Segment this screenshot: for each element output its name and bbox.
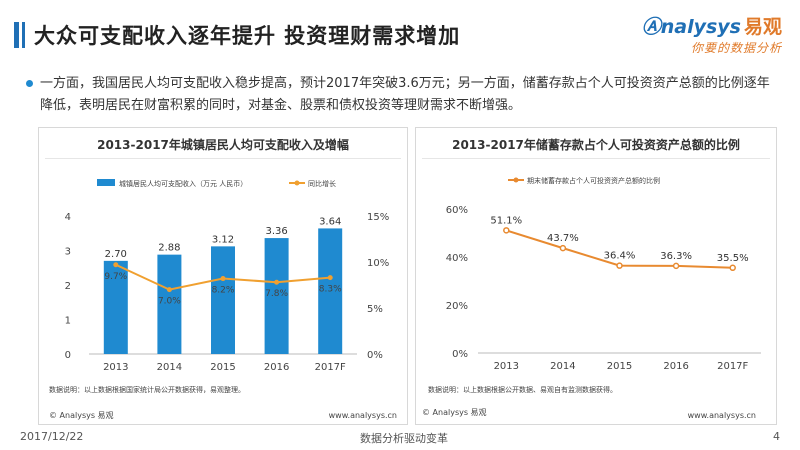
y-left-tick-label: 3: [65, 247, 71, 258]
savings-chart: 期末储蓄存款占个人可投资资产总额的比例 0% 20% 40% 60% 51.1% 2013 4…: [446, 176, 761, 372]
income-chart-copyright: © Analysys 易观: [49, 411, 114, 420]
y-right-tick-label: 5%: [367, 304, 383, 315]
income-chart-footnote: 数据说明：以上数据根据国家统计局公开数据获得，易观整理。: [49, 386, 245, 394]
y-right-tick-label: 15%: [367, 212, 389, 223]
page-title: 大众可支配收入逐年提升 投资理财需求增加: [34, 24, 461, 48]
growth-point: [113, 262, 119, 268]
growth-label: 7.8%: [265, 289, 288, 299]
income-bar-label: 3.64: [319, 216, 341, 227]
x-tick-label: 2016: [264, 362, 289, 373]
income-bar: [157, 254, 182, 354]
x-tick-label: 2014: [550, 361, 575, 372]
growth-label: 7.0%: [158, 297, 181, 307]
income-bar: [103, 260, 128, 354]
savings-line: [506, 229, 733, 269]
y-tick-label: 0%: [452, 349, 468, 360]
savings-point: [672, 262, 680, 270]
summary-paragraph: 一方面，我国居民人均可支配收入稳步提高，预计2017年突破3.6万元；另一方面，…: [40, 76, 770, 113]
y-tick-label: 60%: [446, 205, 468, 216]
legend-line-label: 同比增长: [308, 179, 336, 188]
savings-point: [503, 227, 510, 234]
legend-line-marker: [513, 177, 519, 183]
savings-label: 36.4%: [604, 251, 636, 262]
x-tick-label: 2016: [663, 361, 688, 372]
panel-divider: [45, 158, 401, 159]
y-tick-label: 20%: [446, 301, 468, 312]
footer-slogan: 数据分析驱动变革: [360, 432, 448, 445]
income-bar-label: 2.70: [105, 249, 127, 260]
savings-chart-website: www.analysys.cn: [687, 411, 756, 420]
savings-chart-title: 2013-2017年储蓄存款占个人可投资资产总额的比例: [452, 138, 740, 152]
x-tick-label: 2017F: [315, 362, 346, 373]
savings-chart-copyright: © Analysys 易观: [422, 408, 487, 417]
logo-text: nalysys: [660, 16, 741, 38]
x-tick-label: 2015: [607, 361, 632, 372]
x-tick-label: 2013: [494, 361, 519, 372]
logo-slogan: 你要的数据分析: [690, 41, 782, 55]
title-accent-bar-thin: [22, 22, 25, 48]
y-tick-label: 40%: [446, 253, 468, 264]
page-number: 4: [773, 430, 780, 443]
growth-label: 9.7%: [104, 272, 127, 282]
savings-point: [559, 244, 567, 252]
title-accent-bar: [14, 22, 19, 48]
income-bar: [318, 228, 343, 354]
x-tick-label: 2013: [103, 362, 128, 373]
savings-point: [616, 262, 623, 269]
growth-point: [274, 279, 280, 285]
y-left-tick-label: 0: [65, 350, 71, 361]
y-right-tick-label: 0%: [367, 350, 383, 361]
x-tick-label: 2015: [210, 362, 235, 373]
savings-label: 51.1%: [490, 215, 522, 226]
growth-point: [327, 275, 333, 281]
income-chart-title: 2013-2017年城镇居民人均可支配收入及增幅: [97, 138, 349, 152]
footer-date: 2017/12/22: [20, 430, 84, 443]
income-chart-website: www.analysys.cn: [328, 411, 397, 420]
analysys-logo: Ⓐnalysys 易观 你要的数据分析: [642, 12, 782, 56]
income-chart: 城镇居民人均可支配收入（万元 人民币） 同比增长 0 1 2 3 4 0% 5% 10% 15% 2.…: [65, 179, 389, 373]
growth-label: 8.2%: [212, 286, 235, 296]
x-tick-label: 2014: [157, 362, 182, 373]
income-bar: [211, 246, 235, 354]
savings-chart-panel: 2013-2017年储蓄存款占个人可投资资产总额的比例 期末储蓄存款占个人可投资…: [415, 127, 777, 425]
income-chart-panel: 2013-2017年城镇居民人均可支配收入及增幅 城镇居民人均可支配收入（万元 …: [38, 127, 408, 425]
savings-chart-footnote: 数据说明：以上数据根据公开数据、易观自有监测数据获得。: [428, 386, 617, 394]
y-right-tick-label: 10%: [367, 258, 389, 269]
y-left-tick-label: 1: [65, 316, 71, 327]
logo-mark-icon: Ⓐ: [641, 16, 661, 38]
income-bar-label: 3.12: [212, 234, 234, 245]
legend-line-marker: [294, 180, 300, 186]
savings-label: 36.3%: [660, 251, 692, 262]
income-bar-label: 2.88: [158, 243, 180, 254]
panel-divider: [422, 158, 770, 159]
bullet-dot-icon: [26, 80, 33, 87]
growth-label: 8.3%: [319, 285, 342, 295]
growth-point: [166, 287, 172, 293]
x-tick-label: 2017F: [717, 361, 748, 372]
y-left-tick-label: 4: [65, 212, 71, 223]
savings-point: [729, 264, 736, 272]
income-bar-label: 3.36: [265, 226, 287, 237]
growth-point: [220, 276, 226, 282]
income-bar: [264, 238, 289, 354]
savings-label: 35.5%: [717, 253, 749, 264]
y-left-tick-label: 2: [65, 281, 71, 292]
savings-label: 43.7%: [547, 233, 579, 244]
legend-line-label: 期末储蓄存款占个人可投资资产总额的比例: [527, 176, 660, 185]
legend-bar-label: 城镇居民人均可支配收入（万元 人民币）: [119, 179, 247, 188]
logo-cn: 易观: [743, 16, 782, 38]
legend-bar-swatch: [97, 179, 115, 186]
